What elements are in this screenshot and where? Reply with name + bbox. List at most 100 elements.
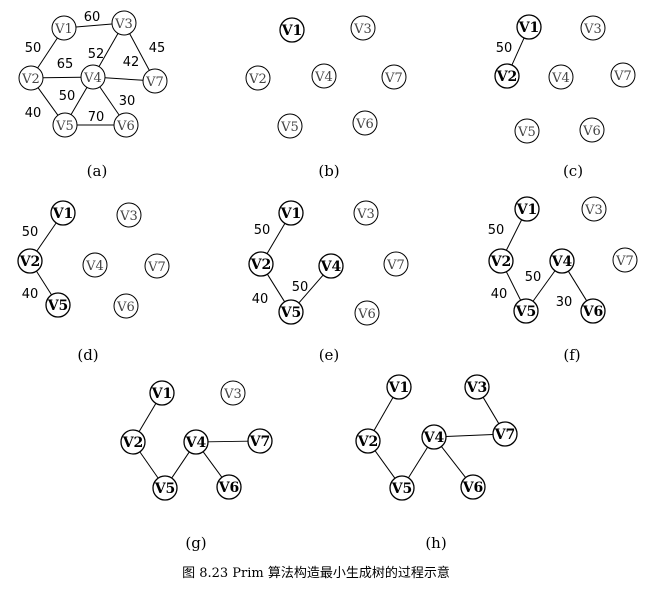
node-circle	[421, 424, 447, 450]
node-circle	[581, 196, 607, 222]
node-v4: V4	[421, 424, 447, 450]
node-circle	[82, 252, 108, 278]
edge-weight-label: 30	[556, 295, 573, 310]
node-v3: V3	[580, 15, 606, 41]
node-circle	[17, 248, 43, 274]
node-circle	[183, 429, 209, 455]
edge-v4-v6	[99, 86, 120, 116]
panel-g: V1 V3 V2 V4 V7 V5 V6 (g)	[120, 380, 273, 552]
node-circle	[350, 15, 376, 41]
node-label: V3	[223, 387, 242, 402]
node-circle	[45, 292, 71, 318]
node-label: V1	[281, 23, 303, 39]
node-circle	[494, 63, 520, 89]
node-circle	[216, 474, 242, 500]
panel-caption: (c)	[563, 162, 583, 180]
node-circle	[149, 380, 175, 406]
node-circle	[311, 63, 337, 89]
node-circle	[142, 68, 168, 94]
node-v2: V2	[248, 251, 274, 277]
panel-caption: (b)	[318, 162, 339, 180]
node-v3: V3	[116, 202, 142, 228]
node-circle	[248, 251, 274, 277]
edge-v1-v2	[266, 223, 286, 254]
node-v6: V6	[113, 112, 139, 138]
node-label: V7	[613, 69, 632, 84]
node-v6: V6	[354, 300, 380, 326]
edge-v1-v2	[36, 222, 57, 252]
node-v4: V4	[82, 252, 108, 278]
node-circle	[152, 475, 178, 501]
node-label: V2	[122, 435, 144, 451]
node-circle	[355, 428, 381, 454]
edge-v1-v2	[505, 219, 523, 251]
panel-caption: (h)	[425, 534, 446, 552]
node-label: V2	[250, 257, 272, 273]
node-label: V5	[280, 305, 302, 321]
panel-c: 50 V1 V3 V2 V4 V7 V5 V6 (c)	[494, 14, 636, 180]
edge-weight-label: 40	[252, 292, 269, 307]
node-v7: V7	[247, 428, 273, 454]
edge-v1-v2	[511, 37, 525, 66]
node-circle	[51, 15, 77, 41]
node-v7: V7	[612, 247, 638, 273]
node-circle	[278, 200, 304, 226]
node-v6: V6	[352, 110, 378, 136]
node-v3: V3	[111, 10, 137, 36]
node-circle	[516, 14, 542, 40]
edge-v5-v4	[532, 270, 556, 302]
node-v6: V6	[460, 474, 486, 500]
node-label: V5	[515, 304, 537, 320]
node-v5: V5	[514, 118, 540, 144]
edge-weight-label: 50	[525, 270, 542, 285]
edge-v2-v4	[42, 76, 82, 79]
node-label: V4	[551, 254, 573, 270]
node-label: V7	[145, 75, 164, 90]
panel-caption: (e)	[319, 346, 340, 364]
node-circle	[318, 253, 344, 279]
node-circle	[111, 10, 137, 36]
node-label: V2	[496, 69, 518, 85]
node-label: V5	[280, 120, 299, 135]
node-circle	[464, 374, 490, 400]
panel-caption: (g)	[185, 534, 206, 552]
edge-weight-label: 40	[25, 106, 42, 121]
panel-caption: (d)	[77, 346, 98, 364]
node-v7: V7	[610, 62, 636, 88]
node-v3: V3	[350, 15, 376, 41]
node-v5: V5	[277, 113, 303, 139]
edge-v4-v6	[567, 270, 588, 302]
node-v4: V4	[548, 64, 574, 90]
node-label: V6	[582, 124, 601, 139]
node-label: V6	[116, 300, 135, 315]
node-v1: V1	[516, 14, 542, 40]
edge-v2-v5	[266, 273, 286, 303]
edge-v1-v2	[373, 397, 394, 431]
node-circle	[612, 247, 638, 273]
node-circle	[144, 253, 170, 279]
node-v1: V1	[514, 196, 540, 222]
edge-v3-v4	[98, 33, 119, 67]
node-v2: V2	[17, 248, 43, 274]
node-label: V4	[185, 435, 207, 451]
panel-b: V1 V3 V2 V4 V7 V5 V6 (b)	[245, 15, 407, 180]
node-label: V6	[462, 480, 484, 496]
node-circle	[220, 380, 246, 406]
node-circle	[580, 298, 606, 324]
figure-caption: 图 8.23 Prim 算法构造最小生成树的过程示意	[182, 565, 450, 581]
edge-v4-v7	[207, 440, 249, 443]
node-label: V5	[391, 481, 413, 497]
node-label: V5	[55, 119, 74, 134]
node-v3: V3	[220, 380, 246, 406]
node-circle	[580, 15, 606, 41]
node-label: V4	[320, 259, 342, 275]
node-v1: V1	[279, 17, 305, 43]
edge-v4-v6	[440, 446, 467, 478]
node-label: V4	[85, 259, 104, 274]
node-v4: V4	[549, 248, 575, 274]
node-circle	[460, 474, 486, 500]
edge-weight-label: 60	[84, 10, 101, 25]
node-circle	[52, 112, 78, 138]
edge-weight-label: 42	[123, 55, 140, 70]
